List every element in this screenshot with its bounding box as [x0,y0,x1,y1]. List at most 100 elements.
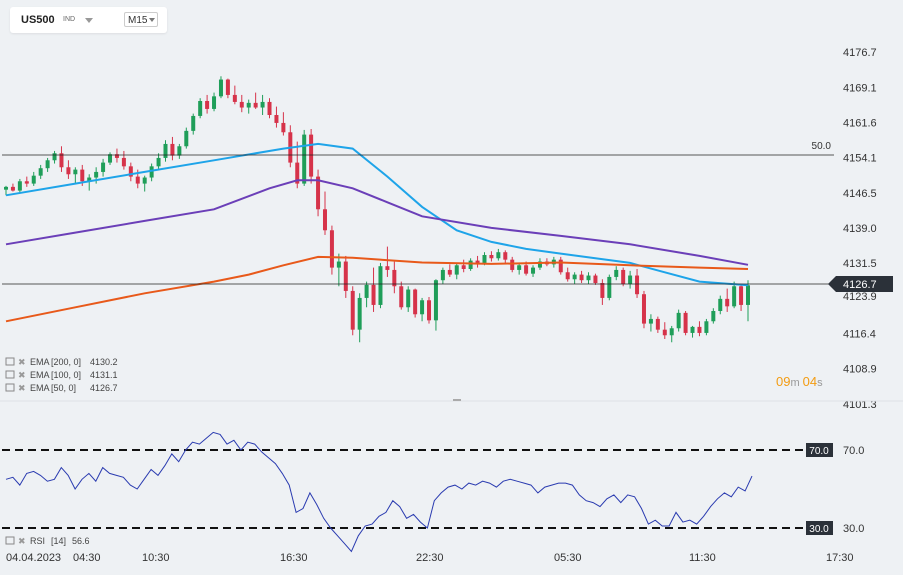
candle[interactable] [655,316,660,333]
candle[interactable] [510,256,515,273]
candle[interactable] [628,270,633,289]
candle[interactable] [59,146,64,172]
candle[interactable] [586,272,591,284]
candle[interactable] [316,169,321,217]
candle[interactable] [565,267,570,282]
candle[interactable] [267,98,272,119]
ema-legend-row[interactable]: ✖ EMA [50, 0] 4126.7 [5,383,118,393]
candle[interactable] [621,267,626,287]
candle[interactable] [572,272,577,284]
candle[interactable] [669,325,674,343]
candle[interactable] [239,94,244,113]
candle[interactable] [385,246,390,277]
candle[interactable] [364,281,369,308]
candle[interactable] [690,325,695,338]
candle[interactable] [260,94,265,115]
candle[interactable] [66,160,71,179]
ema-line-1[interactable] [5,179,749,266]
candle[interactable] [350,286,355,336]
candle[interactable] [537,258,542,270]
candle[interactable] [163,140,168,162]
candle[interactable] [31,171,36,186]
candle[interactable] [343,255,348,298]
candle[interactable] [156,153,161,170]
candle[interactable] [607,274,612,301]
candle[interactable] [697,321,702,337]
candle[interactable] [676,309,681,332]
candle[interactable] [274,106,279,128]
candle[interactable] [433,279,438,331]
panel-resize-handle[interactable] [453,399,461,401]
candle[interactable] [440,267,445,284]
candle[interactable] [73,167,78,184]
candle[interactable] [191,113,196,135]
candle[interactable] [10,183,15,192]
candle[interactable] [746,280,750,322]
candle[interactable] [558,256,563,275]
candle[interactable] [281,112,286,136]
candle[interactable] [38,164,43,179]
candle[interactable] [600,279,605,305]
candle[interactable] [739,283,744,311]
candle[interactable] [184,127,189,149]
candle[interactable] [246,99,251,114]
candle[interactable] [378,262,383,309]
candle[interactable] [420,297,425,322]
timeframe-select[interactable]: M15 [124,12,158,27]
candle[interactable] [128,162,133,182]
candle[interactable] [662,322,667,339]
candle[interactable] [496,248,501,261]
candle[interactable] [177,143,182,159]
candle[interactable] [322,191,327,235]
candle[interactable] [725,288,730,312]
candle[interactable] [142,175,147,192]
candle[interactable] [198,98,203,119]
candle[interactable] [4,185,8,196]
candle[interactable] [371,267,376,312]
candle[interactable] [461,259,466,273]
candle[interactable] [475,255,480,268]
candle[interactable] [468,258,473,271]
candle[interactable] [489,251,494,262]
candle[interactable] [732,281,737,309]
ema-legend-row[interactable]: ✖ EMA [200, 0] 4130.2 [5,357,118,367]
candle[interactable] [503,250,508,263]
candle[interactable] [357,293,362,343]
candle[interactable] [87,174,92,191]
candle[interactable] [711,308,716,324]
candle[interactable] [17,178,22,193]
candle[interactable] [205,94,210,114]
candle[interactable] [614,266,619,281]
candle[interactable] [52,150,57,164]
candle[interactable] [648,314,653,332]
ema-line-0[interactable] [5,142,749,287]
candle[interactable] [447,264,452,277]
candle[interactable] [253,92,258,109]
candle[interactable] [517,262,522,275]
candle[interactable] [309,129,314,184]
candle[interactable] [392,261,397,294]
symbol-label[interactable]: US500 [21,14,55,26]
candle[interactable] [704,318,709,336]
candle[interactable] [579,270,584,283]
candle[interactable] [288,125,293,168]
candle[interactable] [114,148,119,163]
candle[interactable] [302,129,307,186]
candle[interactable] [170,136,175,161]
candle[interactable] [101,158,106,177]
candle[interactable] [24,176,29,187]
candle[interactable] [406,286,411,312]
candle[interactable] [399,281,404,310]
symbol-dropdown-icon[interactable] [85,18,93,23]
candle[interactable] [718,295,723,315]
candle[interactable] [635,269,640,298]
candle[interactable] [427,297,432,324]
candle[interactable] [329,225,334,275]
candle[interactable] [108,152,113,165]
candle[interactable] [531,265,536,277]
candle[interactable] [149,163,154,182]
candle[interactable] [336,253,341,287]
ema-legend-row[interactable]: ✖ EMA [100, 0] 4131.1 [5,370,118,380]
candle[interactable] [45,157,50,172]
